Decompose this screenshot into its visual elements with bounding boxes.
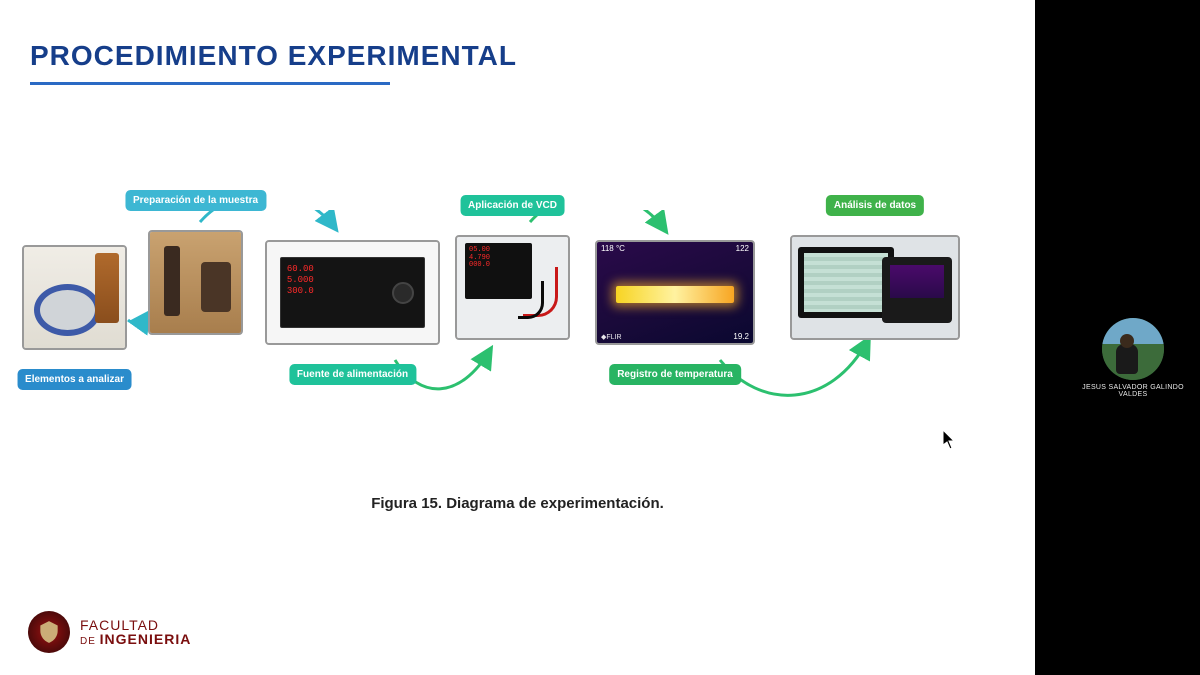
presentation-slide: PROCEDIMIENTO EXPERIMENTAL: [0, 0, 1035, 675]
step-vcd: Aplicación de VCD 05.00 4.790 000.0: [455, 235, 570, 340]
step-image-registro: 118 °C 122 19.2 ◆FLIR: [595, 240, 755, 345]
thermal-brand: ◆FLIR: [601, 333, 622, 341]
step-label-analisis: Análisis de datos: [826, 195, 924, 216]
footer-text: FACULTAD DE INGENIERIA: [80, 618, 191, 647]
step-label-preparacion: Preparación de la muestra: [125, 190, 266, 211]
video-call-stage: PROCEDIMIENTO EXPERIMENTAL: [0, 0, 1200, 675]
step-preparacion: Preparación de la muestra: [148, 230, 243, 335]
step-elementos: Elementos a analizar: [22, 245, 127, 350]
university-crest-icon: [28, 611, 70, 653]
figure-caption: Figura 15. Diagrama de experimentación.: [0, 495, 1035, 512]
slide-title: PROCEDIMIENTO EXPERIMENTAL: [30, 40, 517, 72]
vcd-l3: 000.0: [469, 262, 490, 270]
participant-tile[interactable]: JESUS SALVADOR GALINDO VALDES: [1072, 310, 1194, 405]
slide-footer: FACULTAD DE INGENIERIA: [28, 611, 191, 653]
psu-power: 300.0: [287, 286, 314, 297]
footer-ingenieria: INGENIERIA: [100, 631, 192, 647]
participant-avatar: [1102, 318, 1164, 380]
thermal-temp-topleft: 118 °C: [601, 244, 625, 253]
step-fuente: 60.00 5.000 300.0 Fuente de alimentación: [265, 240, 440, 345]
step-analisis: Análisis de datos: [790, 235, 960, 340]
footer-de: DE: [80, 636, 100, 647]
psu-current: 5.000: [287, 275, 314, 286]
title-underline: [30, 82, 390, 85]
step-label-elementos: Elementos a analizar: [17, 369, 132, 390]
process-flow: Elementos a analizar Preparación de la m…: [0, 210, 1035, 410]
step-label-fuente: Fuente de alimentación: [289, 364, 416, 385]
step-registro: 118 °C 122 19.2 ◆FLIR Registro de temper…: [595, 240, 755, 345]
step-image-analisis: [790, 235, 960, 340]
step-image-elementos: [22, 245, 127, 350]
mouse-cursor-icon: [943, 430, 957, 450]
footer-line1: FACULTAD: [80, 618, 191, 632]
participant-name: JESUS SALVADOR GALINDO VALDES: [1072, 384, 1194, 398]
thermal-temp-bottomright: 19.2: [733, 332, 749, 341]
psu-voltage: 60.00: [287, 264, 314, 275]
step-image-vcd: 05.00 4.790 000.0: [455, 235, 570, 340]
step-image-fuente: 60.00 5.000 300.0: [265, 240, 440, 345]
step-label-vcd: Aplicación de VCD: [460, 195, 565, 216]
step-image-preparacion: [148, 230, 243, 335]
thermal-temp-topright: 122: [736, 244, 749, 253]
step-label-registro: Registro de temperatura: [609, 364, 741, 385]
